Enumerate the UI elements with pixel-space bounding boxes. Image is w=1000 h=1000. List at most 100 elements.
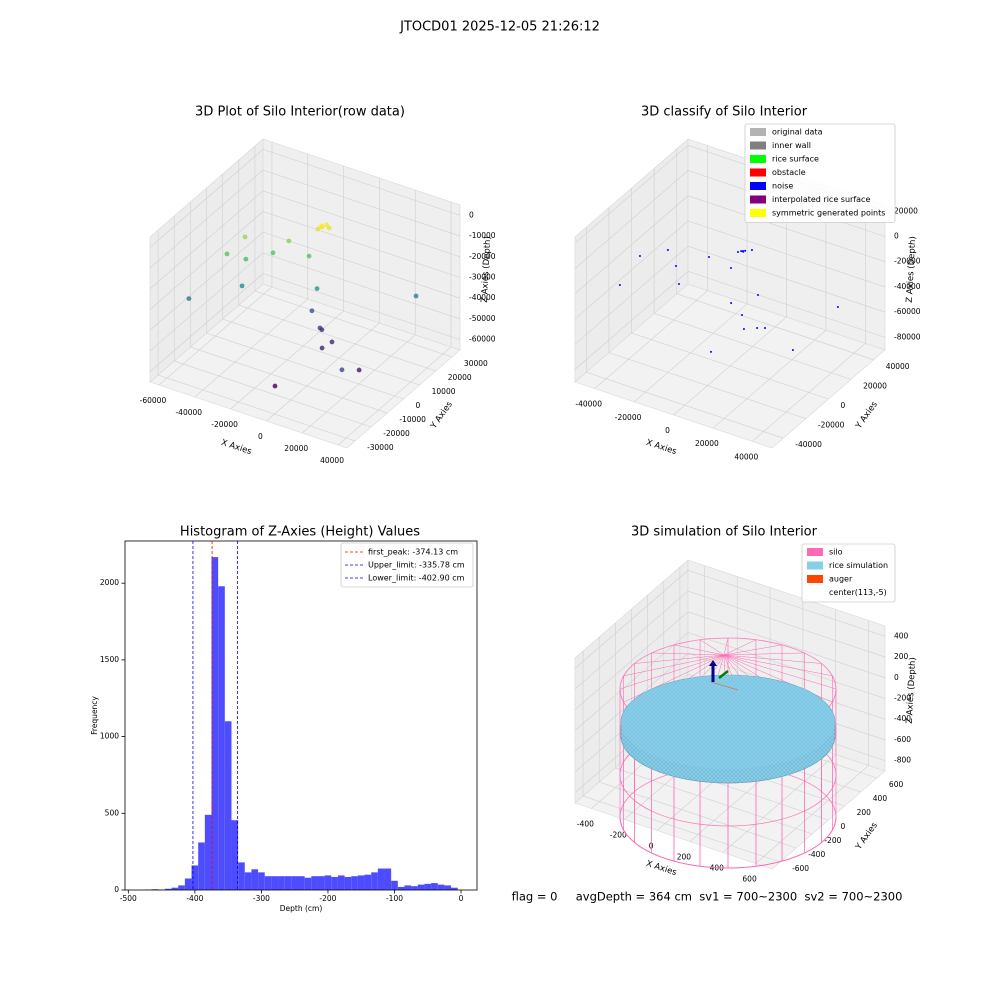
x-tick-label: -40000	[175, 408, 202, 417]
z-axis-label: Z Axies (Depth)	[905, 236, 918, 303]
point	[319, 327, 325, 333]
x-tick-label: -200	[319, 894, 336, 903]
point	[674, 265, 677, 268]
y-tick-label: 20000	[863, 381, 887, 390]
x-axis-label: X Axies	[645, 859, 678, 878]
bar	[198, 842, 205, 890]
chart-title: 3D classify of Silo Interior	[641, 105, 808, 120]
z-tick-label: -400	[894, 714, 911, 723]
bar	[298, 876, 305, 890]
bar	[437, 884, 445, 890]
bar	[391, 880, 398, 890]
y-axis-label: Frequency	[90, 696, 99, 735]
bar	[344, 876, 352, 890]
y-tick-label: -200	[824, 836, 841, 845]
grid-line	[653, 168, 852, 380]
point	[319, 345, 325, 351]
bar	[171, 887, 179, 890]
grid-line	[206, 188, 404, 400]
bar	[444, 885, 452, 890]
x-tick-label: -400	[186, 894, 203, 903]
bar	[184, 878, 192, 890]
bar	[371, 872, 378, 890]
y-tick-label: 30000	[464, 359, 488, 368]
y-tick-label: 0	[114, 885, 119, 894]
bar	[264, 876, 272, 890]
x-tick-label: 0	[649, 842, 654, 851]
point	[314, 286, 320, 292]
legend-swatch	[750, 141, 766, 150]
bar	[357, 875, 365, 890]
legend-label: original data	[772, 128, 823, 137]
point	[742, 328, 745, 331]
x-tick-label: -400	[577, 820, 594, 829]
z-tick-label: -30000	[469, 273, 496, 282]
auger-arrow	[718, 670, 729, 679]
point	[742, 250, 745, 253]
grid-line	[337, 202, 452, 446]
point	[763, 327, 766, 330]
grid-line	[574, 195, 886, 294]
bar	[324, 875, 332, 890]
z-tick-label: -800	[894, 756, 911, 765]
x-tick-label: 40000	[320, 456, 344, 465]
point	[315, 226, 321, 232]
y-axis-label: Y Axies	[853, 820, 880, 852]
z-tick-label: 20000	[894, 206, 918, 215]
chart-title: 3D Plot of Silo Interior(row data)	[195, 105, 405, 120]
z-tick-label: 0	[469, 210, 474, 219]
silo-line	[699, 639, 725, 656]
point	[270, 250, 276, 256]
x-tick-label: 0	[459, 894, 464, 903]
y-tick-label: 2000	[100, 578, 119, 587]
y-tick-label: -10000	[399, 415, 426, 424]
z-tick-label: 400	[894, 631, 909, 640]
point	[413, 293, 419, 299]
grid-line	[594, 145, 709, 389]
point	[708, 255, 711, 258]
grid-line	[752, 198, 866, 442]
point	[319, 223, 324, 229]
bar	[411, 886, 418, 890]
point	[836, 305, 839, 308]
plot-frame	[124, 540, 478, 891]
auger-body	[710, 681, 739, 691]
legend-label: auger	[829, 575, 853, 584]
legend-swatch	[750, 155, 766, 163]
bar	[164, 888, 172, 890]
grid-line	[574, 220, 886, 320]
grid-line	[631, 188, 829, 400]
auger-head	[709, 660, 717, 666]
silo-line	[619, 654, 725, 690]
bar	[224, 721, 232, 890]
x-tick-label: 40000	[734, 452, 758, 461]
y-tick-label: 10000	[432, 387, 456, 396]
y-axis-label: Y Axies	[853, 399, 880, 431]
x-tick-label: 0	[258, 432, 263, 441]
point	[677, 283, 680, 286]
bar	[331, 876, 338, 890]
legend-swatch	[807, 575, 823, 583]
bar	[451, 887, 458, 890]
y-tick-label: -20000	[818, 421, 845, 430]
y-tick-label: 40000	[886, 362, 910, 371]
y-tick-label: 0	[416, 401, 421, 410]
y-tick-label: 1000	[100, 732, 119, 741]
bar	[311, 876, 318, 890]
z-axis-label: Z Axies (Depth)	[905, 657, 918, 724]
bar	[251, 869, 259, 890]
point	[730, 301, 733, 304]
z-axis-label: Z Axies (Depth)	[480, 236, 493, 303]
legend-label: obstacle	[772, 168, 806, 177]
point	[750, 249, 753, 252]
legend-label: center(113,-5)	[829, 588, 887, 597]
y-tick-label: -400	[808, 850, 825, 859]
silo-line	[723, 639, 757, 656]
y-tick-label: 400	[873, 794, 888, 803]
point	[740, 250, 743, 253]
x-tick-label: -200	[610, 831, 627, 840]
z-tick-label: -50000	[469, 314, 496, 323]
point	[618, 284, 621, 287]
grid-line	[608, 207, 806, 419]
x-tick-label: 0	[665, 426, 670, 435]
